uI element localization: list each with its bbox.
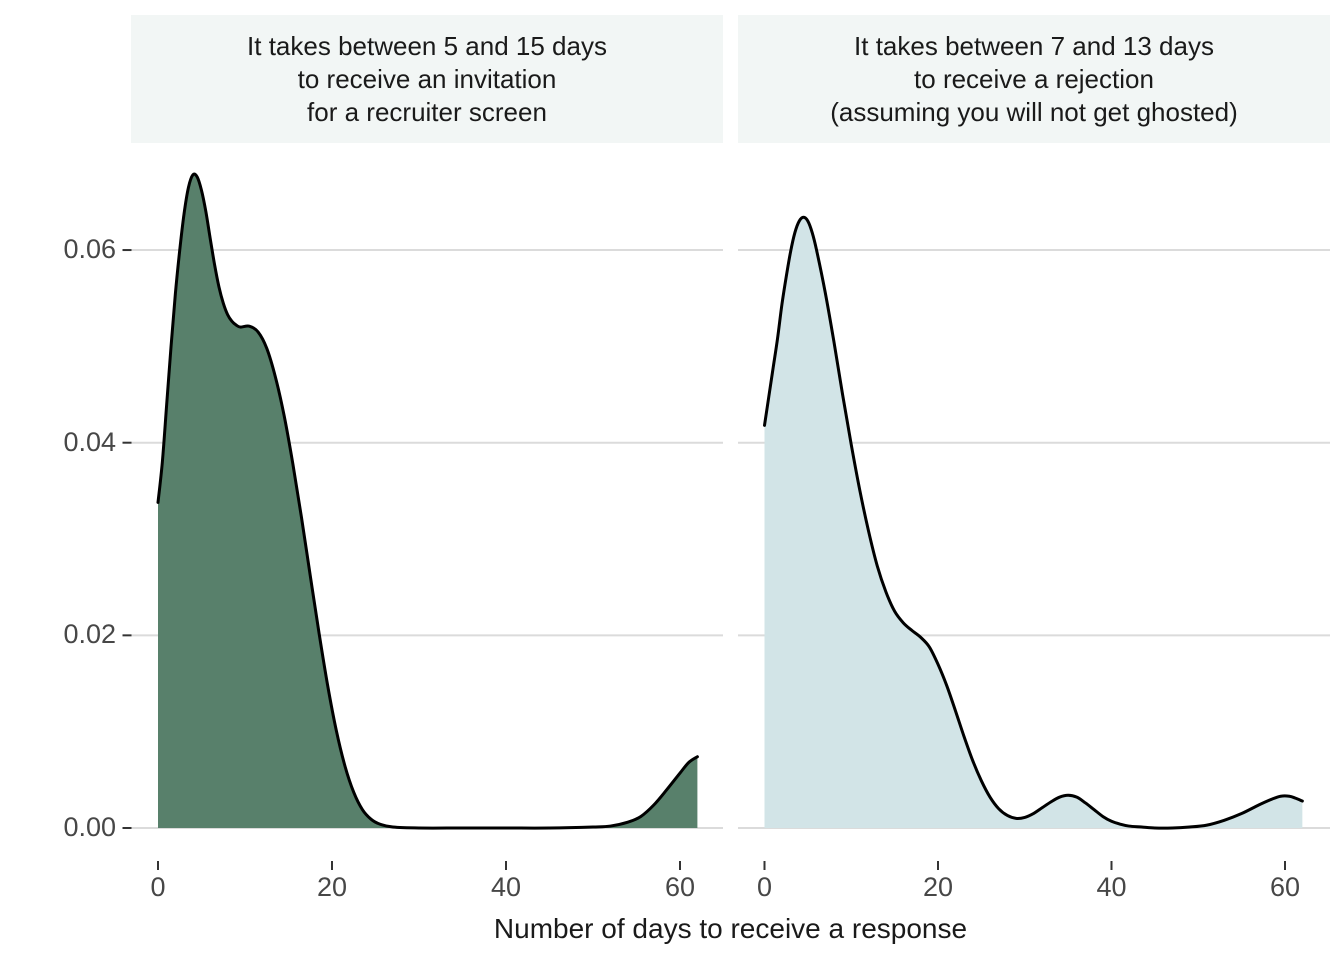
facet-title-left: It takes between 5 and 15 days to receiv… <box>247 30 607 127</box>
x-tick-label: 60 <box>664 872 696 902</box>
x-tick-label: 20 <box>316 872 348 902</box>
x-tick-label: 60 <box>1269 872 1301 902</box>
density-curve <box>156 172 699 830</box>
x-tick-label: 40 <box>490 872 522 902</box>
x-tick-label: 0 <box>756 872 773 902</box>
density-area <box>764 217 1303 829</box>
density-curve <box>763 215 1304 830</box>
x-tick-label: 40 <box>1096 872 1127 902</box>
x-tick-label: 20 <box>922 872 954 902</box>
y-tick-label: 0.02 <box>63 619 116 650</box>
facet-strip-left: It takes between 5 and 15 days to receiv… <box>131 15 723 143</box>
density-area <box>158 174 698 829</box>
x-tick-label: 0 <box>150 872 166 902</box>
facet-strip-right: It takes between 7 and 13 days to receiv… <box>738 15 1330 143</box>
x-axis-title: Number of days to receive a response <box>493 913 968 944</box>
y-tick-label: 0.00 <box>63 812 116 842</box>
y-tick-label: 0.04 <box>63 426 116 457</box>
y-tick-label: 0.06 <box>63 234 116 265</box>
facet-title-right: It takes between 7 and 13 days to receiv… <box>830 30 1238 127</box>
